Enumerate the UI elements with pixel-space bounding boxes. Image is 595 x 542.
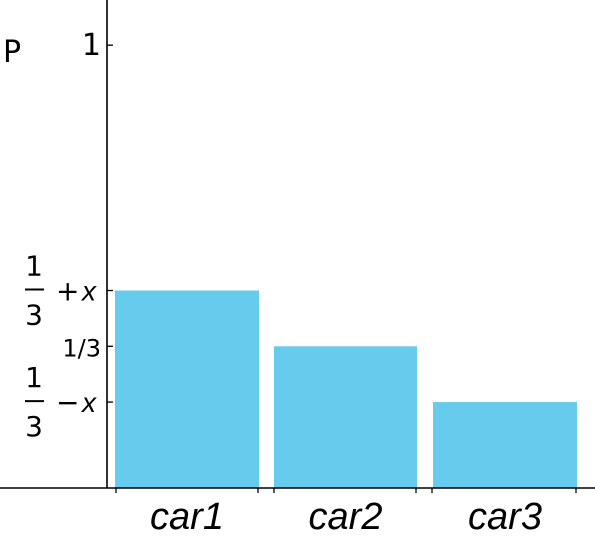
y-axis-label: P (3, 35, 21, 70)
x-tick-label: car2 (309, 496, 383, 538)
y-tick-label: 1 (82, 28, 101, 63)
svg-text:3: 3 (25, 299, 43, 332)
bar-car3 (433, 402, 577, 488)
y-tick-label: 1 3 + x (25, 250, 97, 332)
x-tick-label: car1 (150, 496, 224, 538)
x-tick-label: car3 (468, 496, 542, 538)
bar-car2 (274, 346, 417, 488)
svg-text:3: 3 (25, 410, 43, 443)
x-ticks: car1 car2 car3 (115, 488, 577, 538)
y-ticks: 113+ x1/313− x (25, 28, 113, 443)
y-tick-label: 1/3 (62, 334, 101, 362)
svg-text:1: 1 (25, 361, 43, 394)
y-tick-label: 1 3− x (25, 361, 97, 443)
svg-text:−: − (56, 386, 79, 419)
svg-text:x: x (80, 387, 97, 418)
svg-text:+: + (56, 275, 79, 308)
bar-car1 (115, 290, 259, 488)
svg-text:1: 1 (25, 250, 43, 283)
bars (115, 290, 577, 488)
svg-text:x: x (80, 276, 97, 307)
